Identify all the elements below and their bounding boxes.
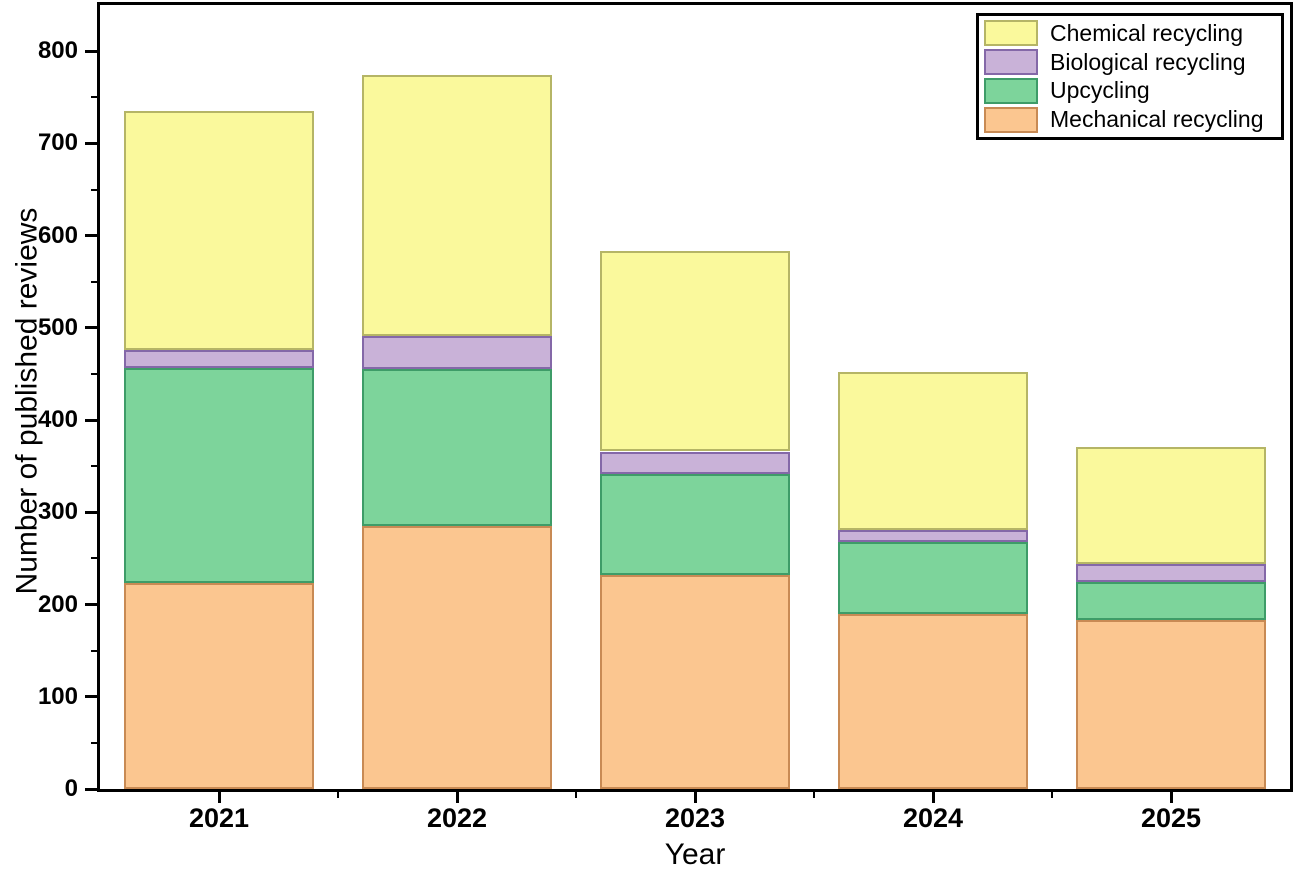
y-tick-label-100: 100 bbox=[37, 682, 78, 710]
y-tick-label-300: 300 bbox=[37, 498, 78, 526]
x-axis-minor-tick bbox=[337, 791, 339, 798]
legend-swatch-upcycling bbox=[984, 77, 1038, 104]
legend-item-upcycling: Upcycling bbox=[984, 77, 1281, 104]
y-axis-minor-tick-50 bbox=[91, 741, 97, 744]
bar-2022-chemical-recycling bbox=[362, 75, 552, 337]
legend-label-mechanical-recycling: Mechanical recycling bbox=[1050, 106, 1264, 133]
x-axis-minor-tick bbox=[1051, 791, 1053, 798]
bar-2023-mechanical-recycling bbox=[600, 575, 790, 789]
bar-2024-mechanical-recycling bbox=[838, 613, 1028, 789]
bar-2024-biological-recycling bbox=[838, 529, 1028, 542]
legend-label-chemical-recycling: Chemical recycling bbox=[1050, 19, 1244, 46]
x-axis-major-tick-2025 bbox=[1169, 791, 1173, 803]
bar-2025-mechanical-recycling bbox=[1076, 620, 1266, 789]
bar-2023-upcycling bbox=[600, 473, 790, 575]
legend-swatch-chemical-recycling bbox=[984, 20, 1038, 47]
bar-2021-upcycling bbox=[124, 368, 314, 584]
y-axis-major-tick-600 bbox=[85, 234, 97, 238]
y-tick-label-700: 700 bbox=[37, 129, 78, 157]
legend-box: Chemical recycling Biological recycling Up… bbox=[976, 13, 1284, 140]
bar-2024-chemical-recycling bbox=[838, 372, 1028, 530]
bar-2023-chemical-recycling bbox=[600, 251, 790, 452]
x-axis-minor-tick bbox=[813, 791, 815, 798]
y-tick-label-0: 0 bbox=[64, 775, 78, 802]
y-axis-minor-tick-750 bbox=[91, 96, 97, 99]
y-axis-major-tick-800 bbox=[85, 49, 97, 53]
y-axis-major-tick-700 bbox=[85, 141, 97, 145]
bar-2021-chemical-recycling bbox=[124, 111, 314, 350]
x-axis-major-tick-2023 bbox=[693, 791, 697, 803]
x-tick-label-2025: 2025 bbox=[1140, 803, 1202, 833]
bar-2025-upcycling bbox=[1076, 581, 1266, 621]
x-tick-label-2023: 2023 bbox=[664, 803, 726, 833]
bar-2021-biological-recycling bbox=[124, 350, 314, 369]
y-axis-minor-tick-450 bbox=[91, 372, 97, 375]
x-tick-label-2024: 2024 bbox=[902, 803, 964, 833]
bar-2024-upcycling bbox=[838, 541, 1028, 614]
y-tick-label-800: 800 bbox=[37, 37, 78, 65]
y-axis-major-tick-300 bbox=[85, 510, 97, 514]
x-tick-label-2022: 2022 bbox=[426, 803, 488, 833]
y-tick-label-600: 600 bbox=[37, 221, 78, 249]
y-axis-major-tick-500 bbox=[85, 326, 97, 330]
x-axis-title: Year bbox=[664, 838, 726, 871]
legend-label-biological-recycling: Biological recycling bbox=[1050, 48, 1246, 75]
legend-item-mechanical-recycling: Mechanical recycling bbox=[984, 106, 1281, 133]
y-axis-minor-tick-650 bbox=[91, 188, 97, 191]
y-axis-major-tick-0 bbox=[85, 787, 97, 791]
y-axis-minor-tick-550 bbox=[91, 280, 97, 283]
x-axis-major-tick-2022 bbox=[455, 791, 459, 803]
y-axis-major-tick-100 bbox=[85, 695, 97, 699]
x-axis-major-tick-2024 bbox=[931, 791, 935, 803]
x-axis-minor-tick bbox=[575, 791, 577, 798]
legend-item-chemical-recycling: Chemical recycling bbox=[984, 20, 1281, 47]
legend-swatch-mechanical-recycling bbox=[984, 106, 1038, 133]
y-axis-minor-tick-150 bbox=[91, 649, 97, 652]
bar-2023-biological-recycling bbox=[600, 451, 790, 474]
legend-label-upcycling: Upcycling bbox=[1050, 77, 1150, 104]
legend-item-biological-recycling: Biological recycling bbox=[984, 49, 1281, 76]
y-tick-label-200: 200 bbox=[37, 590, 78, 618]
x-axis-major-tick-2021 bbox=[217, 791, 221, 803]
y-axis-major-tick-200 bbox=[85, 603, 97, 606]
y-axis-major-tick-400 bbox=[85, 418, 97, 422]
y-tick-label-500: 500 bbox=[37, 313, 78, 341]
x-tick-label-2021: 2021 bbox=[188, 803, 250, 833]
bar-2022-upcycling bbox=[362, 369, 552, 527]
bar-2022-mechanical-recycling bbox=[362, 526, 552, 789]
bar-2025-chemical-recycling bbox=[1076, 446, 1266, 564]
y-axis-minor-tick-350 bbox=[91, 465, 97, 468]
bar-2021-mechanical-recycling bbox=[124, 583, 314, 789]
legend-swatch-biological-recycling bbox=[984, 49, 1038, 76]
y-tick-label-400: 400 bbox=[37, 406, 78, 434]
y-axis-minor-tick-250 bbox=[91, 557, 97, 560]
plot-area bbox=[100, 5, 1290, 789]
bar-2022-biological-recycling bbox=[362, 336, 552, 370]
bar-2025-biological-recycling bbox=[1076, 564, 1266, 582]
